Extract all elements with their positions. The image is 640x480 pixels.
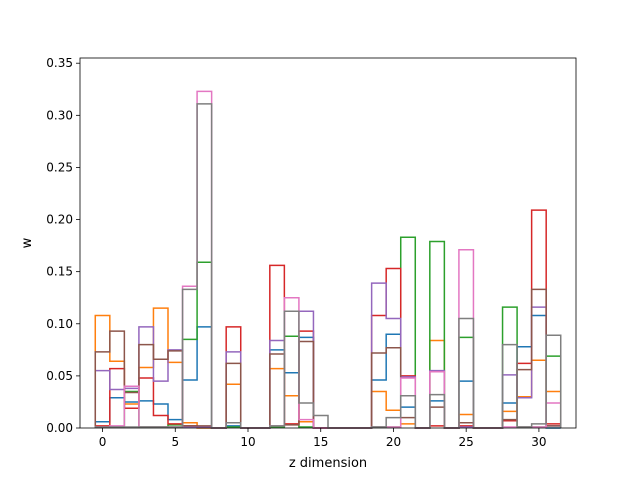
x-tick-label: 10 <box>240 435 255 449</box>
y-axis-ticks: 0.00 0.05 0.10 0.15 0.20 0.25 0.30 0.35 <box>46 56 80 435</box>
x-tick-label: 25 <box>459 435 474 449</box>
x-axis-ticks: 0 5 10 15 20 25 30 <box>99 428 547 449</box>
y-tick-label: 0.35 <box>46 56 73 70</box>
x-tick-label: 20 <box>386 435 401 449</box>
x-tick-label: 0 <box>99 435 107 449</box>
x-tick-label: 5 <box>171 435 179 449</box>
x-axis-label: z dimension <box>289 456 367 471</box>
y-tick-label: 0.05 <box>46 369 73 383</box>
plot-frame <box>79 57 577 429</box>
y-tick-label: 0.00 <box>46 421 73 435</box>
y-tick-label: 0.20 <box>46 213 73 227</box>
y-axis-label: w <box>20 237 35 248</box>
x-tick-label: 15 <box>313 435 328 449</box>
y-tick-label: 0.30 <box>46 108 73 122</box>
y-tick-label: 0.10 <box>46 317 73 331</box>
y-tick-label: 0.15 <box>46 265 73 279</box>
x-tick-label: 30 <box>531 435 546 449</box>
y-tick-label: 0.25 <box>46 160 73 174</box>
